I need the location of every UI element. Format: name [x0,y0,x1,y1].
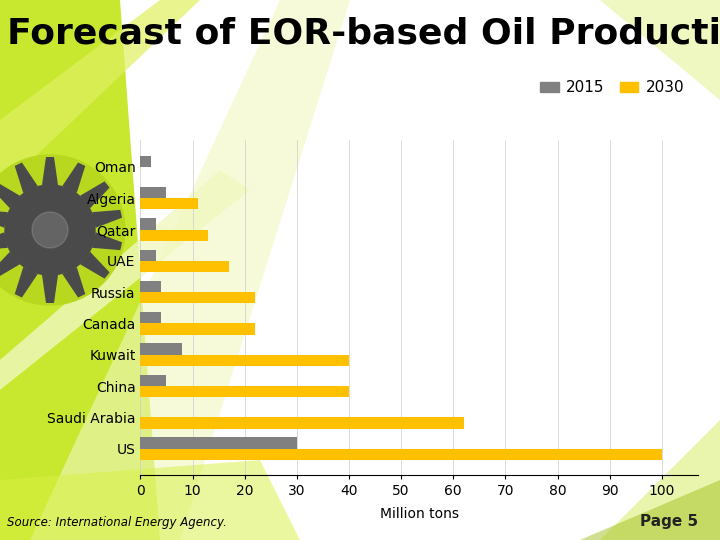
Polygon shape [80,181,109,208]
Polygon shape [63,267,85,298]
Bar [140,249,156,261]
X-axis label: Million tons: Million tons [380,507,459,521]
Bar [140,198,198,210]
Polygon shape [63,163,85,193]
Polygon shape [480,420,720,540]
Polygon shape [600,0,720,100]
Circle shape [5,185,95,275]
Polygon shape [0,232,8,250]
Bar [140,156,150,167]
Polygon shape [80,252,109,279]
Polygon shape [580,480,720,540]
Bar [140,323,255,335]
Bar [140,281,161,292]
Text: Source: International Energy Agency.: Source: International Energy Agency. [7,516,227,529]
Text: Forecast of EOR-based Oil Production: Forecast of EOR-based Oil Production [7,16,720,50]
Bar [140,292,255,303]
Bar [140,375,166,386]
Polygon shape [92,210,122,228]
Polygon shape [30,0,350,540]
Polygon shape [0,0,200,190]
Polygon shape [0,181,20,208]
Polygon shape [0,210,8,228]
Polygon shape [42,157,58,185]
Bar [140,437,297,449]
Polygon shape [0,460,300,540]
Bar [140,417,464,429]
Bar [140,449,662,460]
Polygon shape [14,163,37,193]
Bar [140,343,182,355]
Bar [140,187,166,198]
Bar [140,355,349,366]
Bar [140,218,156,230]
Polygon shape [0,252,20,279]
Text: Page 5: Page 5 [640,514,698,529]
Polygon shape [92,232,122,250]
Circle shape [32,212,68,248]
Polygon shape [42,275,58,303]
Polygon shape [0,0,160,540]
Bar [140,261,229,272]
Bar [140,312,161,323]
Polygon shape [0,170,250,390]
Legend: 2015, 2030: 2015, 2030 [534,75,690,102]
Bar [140,386,349,397]
Circle shape [0,155,125,305]
Polygon shape [14,267,37,298]
Bar [140,230,208,241]
